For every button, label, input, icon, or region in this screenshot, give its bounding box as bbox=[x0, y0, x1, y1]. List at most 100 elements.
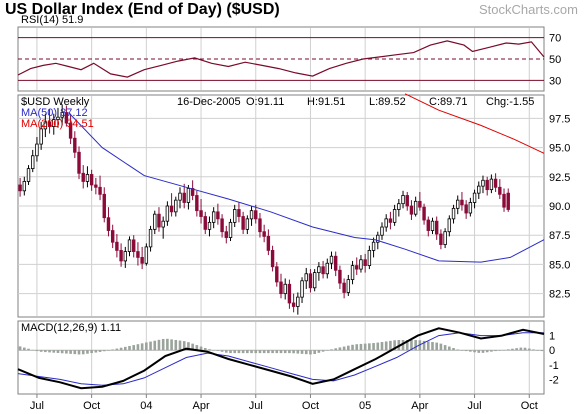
macd-histogram-bar bbox=[389, 340, 392, 351]
macd-histogram-bar bbox=[271, 350, 274, 354]
macd-histogram-bar bbox=[540, 350, 544, 352]
macd-histogram-bar bbox=[170, 339, 173, 351]
macd-histogram-bar bbox=[140, 343, 144, 351]
macd-histogram-bar bbox=[355, 344, 359, 351]
candle-body bbox=[224, 231, 229, 238]
header-date: 16-Dec-2005 bbox=[177, 96, 241, 108]
candle-body bbox=[161, 220, 165, 228]
macd-histogram-bar bbox=[246, 350, 249, 354]
price-tick-label: 82.5 bbox=[549, 289, 570, 301]
candle-body bbox=[233, 209, 237, 223]
macd-histogram-bar bbox=[161, 338, 165, 351]
candle-body bbox=[405, 195, 409, 207]
candle-body bbox=[148, 228, 153, 248]
candle-body bbox=[350, 265, 355, 281]
candle-body bbox=[279, 281, 283, 295]
symbol-label: $USD Weekly bbox=[21, 96, 90, 108]
candle-body bbox=[190, 188, 195, 196]
macd-histogram-bar bbox=[342, 346, 346, 351]
macd-histogram-bar bbox=[296, 350, 300, 354]
macd-line bbox=[17, 327, 545, 390]
candle-body bbox=[203, 216, 207, 230]
candle-body bbox=[451, 207, 456, 220]
macd-histogram-bar bbox=[56, 350, 60, 353]
x-axis: Jul Oct 04 Apr Jul Oct 05 Apr Jul Oct bbox=[30, 394, 538, 412]
macd-histogram-bar bbox=[368, 343, 371, 351]
macd-histogram-bar bbox=[485, 350, 489, 353]
candle-body bbox=[376, 234, 380, 243]
candle-body bbox=[262, 231, 266, 237]
candle-body bbox=[434, 220, 439, 235]
candle-body bbox=[489, 178, 494, 191]
candle-body bbox=[127, 239, 132, 252]
x-tick-label: Apr bbox=[411, 400, 428, 412]
macd-histogram-bar bbox=[119, 347, 123, 351]
macd-histogram-bar bbox=[262, 350, 266, 354]
rsi-label: RSI(14) 51.9 bbox=[21, 14, 83, 26]
candle-body bbox=[317, 266, 321, 274]
macd-histogram-bar bbox=[410, 339, 413, 351]
candle-body bbox=[157, 213, 161, 228]
x-tick-label: Jul bbox=[468, 400, 482, 412]
candle-body bbox=[342, 282, 346, 293]
candle-body bbox=[68, 122, 73, 139]
candle-body bbox=[52, 119, 56, 127]
candle-body bbox=[39, 128, 43, 145]
macd-histogram-bar bbox=[145, 342, 148, 351]
macd-histogram-bar bbox=[351, 344, 354, 351]
candle-body bbox=[245, 218, 250, 230]
macd-plot: 1 0 -1 -2 bbox=[17, 322, 559, 393]
macd-tick-label: 1 bbox=[549, 331, 555, 343]
price-tick-label: 97.5 bbox=[549, 113, 570, 125]
candle-body bbox=[237, 209, 241, 217]
macd-histogram-bar bbox=[73, 350, 77, 355]
candle-body bbox=[81, 172, 85, 182]
candle-body bbox=[287, 283, 292, 304]
macd-histogram-bar bbox=[460, 350, 464, 351]
candle-body bbox=[94, 184, 98, 188]
candle-body bbox=[110, 230, 115, 243]
candle-body bbox=[355, 265, 359, 270]
candle-body bbox=[338, 269, 342, 284]
macd-histogram-bar bbox=[288, 350, 291, 354]
candle-body bbox=[418, 200, 422, 208]
macd-histogram-bar bbox=[35, 350, 39, 352]
candle-body bbox=[106, 217, 111, 231]
macd-histogram-bar bbox=[498, 350, 502, 351]
candle-body bbox=[367, 249, 372, 266]
macd-histogram-bar bbox=[81, 350, 85, 355]
candle-body bbox=[85, 174, 90, 182]
price-tick-label: 90.0 bbox=[549, 201, 570, 213]
candle-body bbox=[195, 195, 199, 212]
macd-histogram-bar bbox=[258, 350, 262, 354]
macd-histogram-bar bbox=[481, 350, 485, 353]
candle-body bbox=[426, 219, 430, 231]
candle-body bbox=[359, 259, 363, 270]
candle-body bbox=[31, 155, 35, 170]
macd-histogram-bar bbox=[469, 350, 472, 352]
rsi-line bbox=[17, 40, 545, 78]
macd-histogram-bar bbox=[380, 342, 384, 351]
macd-histogram-bar bbox=[494, 350, 497, 352]
macd-histogram-bar bbox=[452, 348, 455, 351]
candle-body bbox=[464, 204, 468, 214]
candle-body bbox=[439, 233, 443, 245]
macd-histogram-bar bbox=[208, 349, 211, 351]
macd-histogram-bar bbox=[191, 343, 194, 351]
macd-histogram-bar bbox=[102, 350, 106, 352]
macd-histogram-bar bbox=[48, 350, 51, 353]
macd-histogram-bar bbox=[414, 339, 417, 351]
macd-histogram-bar bbox=[532, 349, 535, 351]
candle-body bbox=[502, 193, 506, 208]
candle-body bbox=[477, 185, 481, 194]
candle-body bbox=[89, 174, 94, 186]
candle-body bbox=[493, 178, 498, 188]
macd-histogram-bar bbox=[44, 350, 47, 353]
x-tick-label: Oct bbox=[302, 400, 319, 412]
macd-histogram-bar bbox=[405, 339, 409, 351]
macd-histogram-bar bbox=[325, 350, 329, 351]
macd-histogram-bar bbox=[384, 341, 388, 351]
macd-histogram-bar bbox=[149, 341, 152, 351]
macd-histogram-bar bbox=[123, 346, 127, 351]
